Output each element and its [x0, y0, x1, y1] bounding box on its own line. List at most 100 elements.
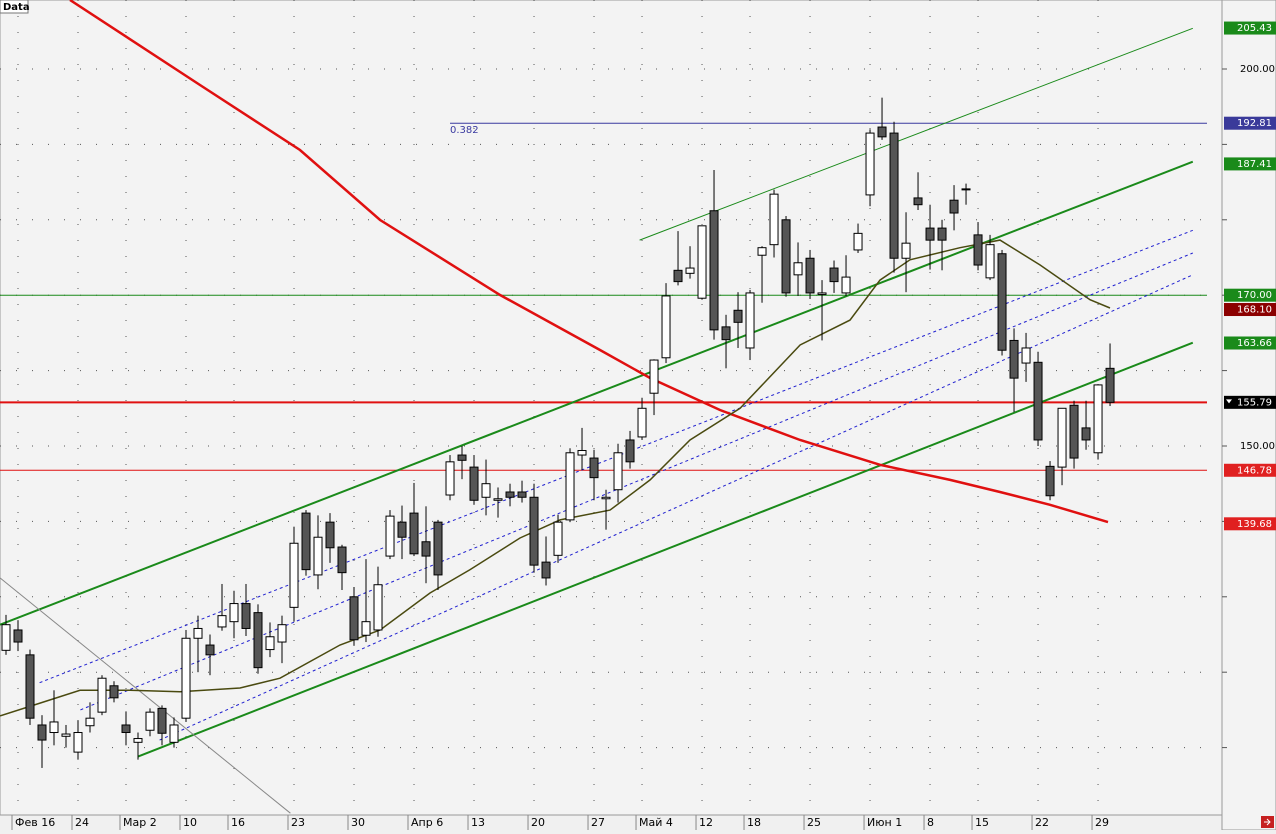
x-tick-label: 18 — [747, 816, 761, 829]
y-tick-label: 150.00 — [1240, 441, 1275, 452]
candle-body — [553, 521, 563, 556]
candle-body — [73, 732, 83, 753]
x-tick-label: 30 — [351, 816, 365, 829]
overlay-line — [137, 341, 1194, 758]
candle-body — [685, 267, 695, 274]
x-tick-label: Фев 16 — [15, 816, 55, 829]
candle-body — [541, 561, 551, 579]
candle-body — [313, 536, 323, 576]
price-label: 168.10 — [1237, 305, 1272, 316]
candle-body — [385, 515, 395, 557]
candle-body — [733, 309, 743, 323]
candle-body — [97, 677, 107, 713]
candle-body — [913, 197, 923, 206]
price-label-box — [1224, 303, 1276, 317]
candle-body — [793, 262, 803, 276]
candle-body — [301, 512, 311, 571]
x-tick-label: 12 — [699, 816, 713, 829]
candle-body — [253, 612, 263, 669]
candle-body — [709, 210, 719, 331]
candle-body — [1105, 367, 1115, 403]
candle-body — [493, 498, 503, 501]
overlay-line — [69, 0, 1109, 524]
price-label: 146.78 — [1237, 465, 1272, 476]
candle-body — [217, 615, 227, 628]
price-label: 155.79 — [1237, 397, 1272, 408]
x-tick-label: 25 — [807, 816, 821, 829]
candle-body — [337, 546, 347, 574]
candle-body — [361, 621, 371, 636]
candle-body — [517, 491, 527, 498]
candle-body — [265, 636, 275, 651]
candle-body — [661, 295, 671, 359]
price-label-box — [1224, 395, 1276, 409]
overlay-line — [639, 27, 1193, 241]
overlay-line — [80, 252, 1193, 711]
candle-body — [1057, 407, 1067, 468]
candle-body — [721, 326, 731, 341]
candle-body — [325, 521, 335, 549]
candle-body — [469, 466, 479, 501]
candle-body — [901, 242, 911, 259]
candle-body — [529, 496, 539, 566]
price-label: 139.68 — [1237, 519, 1272, 530]
price-axis — [1221, 0, 1276, 831]
price-label: 170.00 — [1237, 290, 1272, 301]
x-tick-label: 13 — [471, 816, 485, 829]
price-label-box — [1224, 288, 1276, 302]
candle-body — [949, 199, 959, 214]
candle-body — [241, 603, 251, 629]
x-tick-label: 10 — [183, 816, 197, 829]
overlay-line — [0, 160, 1194, 626]
candle-body — [445, 461, 455, 496]
candle-body — [13, 629, 23, 643]
candle-body — [373, 584, 383, 631]
candle-body — [925, 227, 935, 241]
price-label: 187.41 — [1237, 159, 1272, 170]
plot-area — [0, 0, 1223, 816]
x-tick-label: Мар 2 — [123, 816, 157, 829]
price-label: 192.81 — [1237, 118, 1272, 129]
candle-body — [577, 450, 587, 456]
chart-title: Data — [3, 2, 30, 13]
x-tick-label: 22 — [1035, 816, 1049, 829]
candle-body — [601, 496, 611, 500]
price-label-box — [1224, 463, 1276, 477]
candle-body — [937, 227, 947, 241]
level-label: 0.382 — [450, 125, 479, 136]
x-tick-label: 23 — [291, 816, 305, 829]
title-box — [0, 0, 29, 14]
candle-body — [613, 452, 623, 491]
candle-body — [649, 359, 659, 394]
candle-body — [229, 603, 239, 623]
x-tick-label: 27 — [591, 816, 605, 829]
candle-body — [61, 733, 71, 737]
candle-body — [985, 244, 995, 279]
candle-body — [769, 193, 779, 246]
candle-body — [409, 512, 419, 555]
candle-body — [997, 253, 1007, 351]
candle-body — [145, 711, 155, 731]
candle-body — [565, 452, 575, 521]
x-tick-label: 24 — [75, 816, 89, 829]
price-label-box — [1224, 336, 1276, 350]
x-tick-label: Май 4 — [639, 816, 673, 829]
candle-body — [181, 637, 191, 719]
candle-body — [1009, 339, 1019, 379]
price-label-box — [1224, 21, 1276, 35]
y-tick-label: 200.00 — [1240, 64, 1275, 75]
price-label-box — [1224, 116, 1276, 130]
candle-body — [109, 685, 119, 699]
candle-body — [829, 267, 839, 283]
candle-body — [805, 257, 815, 294]
x-tick-label: 29 — [1095, 816, 1109, 829]
candle-body — [121, 724, 131, 734]
candle-body — [853, 232, 863, 251]
candle-body — [817, 292, 827, 295]
candle-body — [433, 521, 443, 576]
candle-body — [421, 541, 431, 557]
price-label-box — [1224, 157, 1276, 171]
candle-body — [169, 724, 179, 743]
candle-body — [205, 644, 215, 656]
